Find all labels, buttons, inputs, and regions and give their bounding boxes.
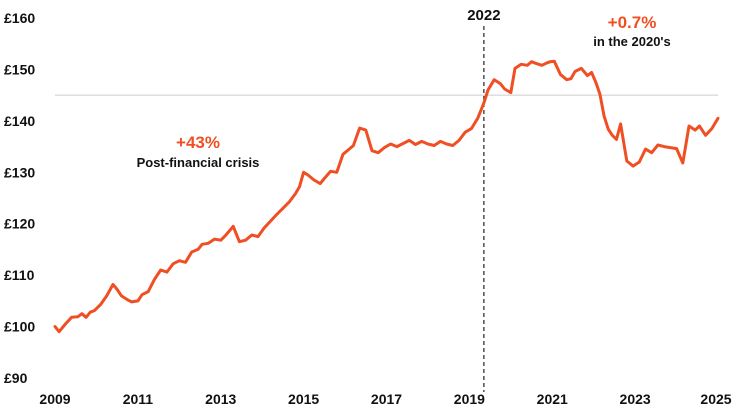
annotation-post-crisis-value: +43% <box>176 133 220 152</box>
price-series-line <box>53 59 720 334</box>
annotation-2020s-value: +0.7% <box>608 13 657 32</box>
x-tick-label: 2017 <box>371 391 402 407</box>
x-tick-label: 2011 <box>123 391 154 407</box>
y-tick-label: £100 <box>4 319 35 335</box>
vertical-marker-label: 2022 <box>467 7 500 24</box>
annotation-2020s-label: in the 2020's <box>593 34 671 49</box>
x-tick-label: 2023 <box>620 391 651 407</box>
x-tick-label: 2013 <box>205 391 236 407</box>
y-tick-label: £140 <box>4 113 35 129</box>
x-tick-label: 2015 <box>288 391 319 407</box>
y-tick-label: £160 <box>4 10 35 26</box>
x-tick-label: 2019 <box>454 391 485 407</box>
x-axis: 2009 2011 2013 2015 2017 2019 2021 2023 2025 <box>39 391 731 407</box>
x-tick-label: 2021 <box>537 391 568 407</box>
y-axis: £160 £150 £140 £130 £120 £110 £100 £90 <box>4 10 35 386</box>
y-tick-label: £90 <box>4 370 28 386</box>
y-tick-label: £110 <box>4 267 35 283</box>
y-tick-label: £150 <box>4 61 35 77</box>
y-tick-label: £130 <box>4 164 35 180</box>
x-tick-label: 2025 <box>700 391 731 407</box>
annotation-post-crisis-label: Post-financial crisis <box>137 155 260 170</box>
x-tick-label: 2009 <box>39 391 70 407</box>
y-tick-label: £120 <box>4 216 35 232</box>
